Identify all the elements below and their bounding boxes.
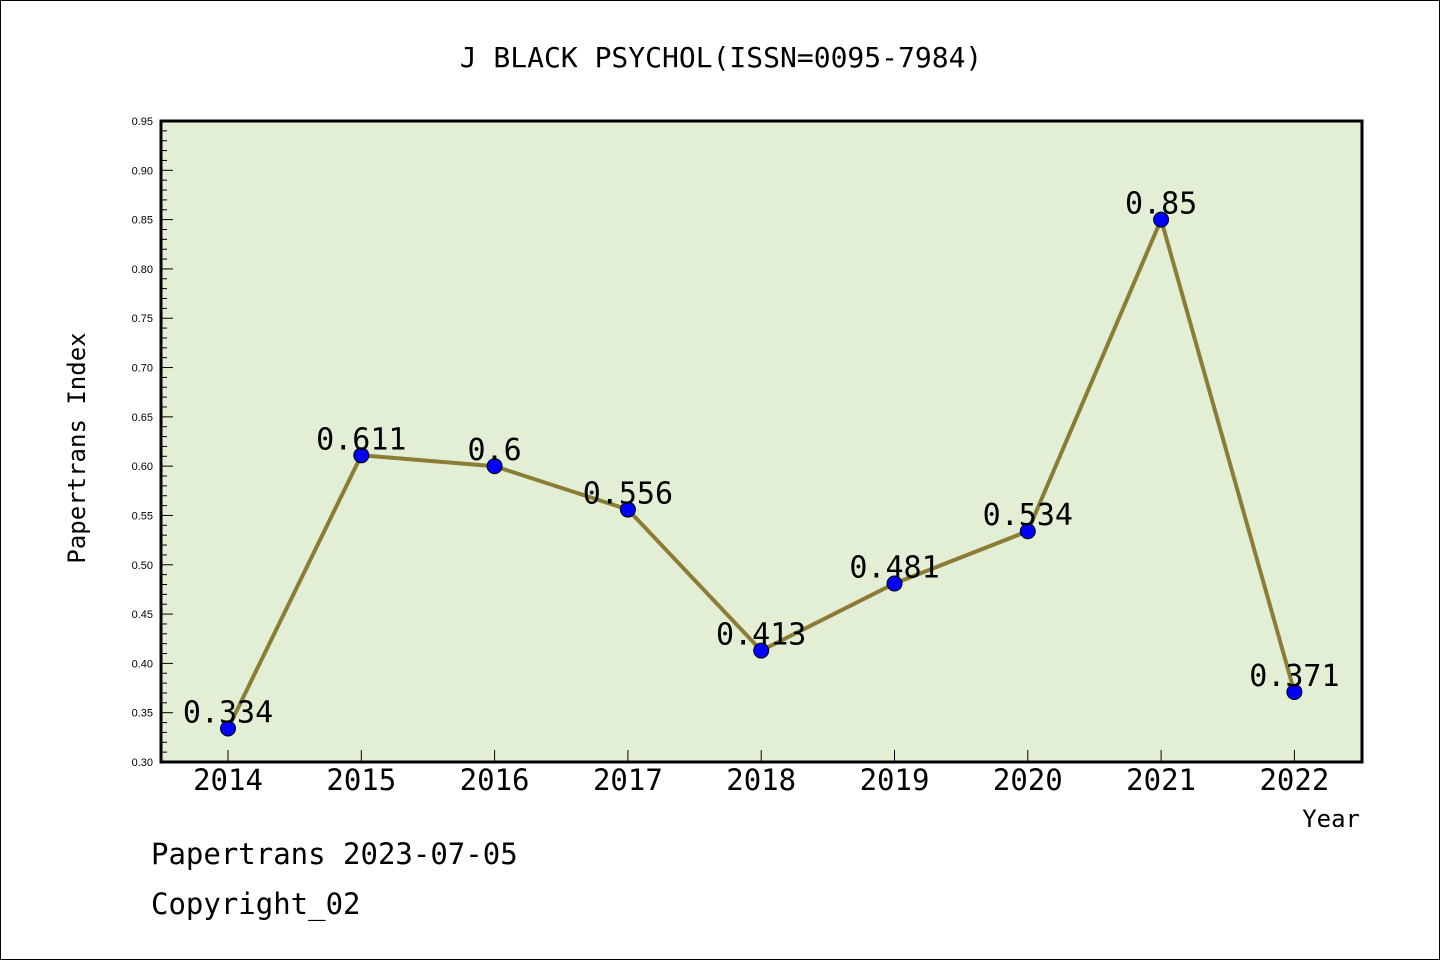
- x-tick-label: 2017: [593, 763, 663, 797]
- data-points: [220, 211, 1303, 737]
- x-axis-label: Year: [1302, 805, 1360, 833]
- data-label: 0.481: [849, 551, 939, 586]
- x-tick-label: 2019: [860, 763, 930, 797]
- y-axis-label: Papertrans Index: [63, 332, 91, 563]
- y-tick-label: 0.95: [132, 116, 153, 128]
- y-tick-label: 0.90: [132, 165, 153, 177]
- x-axis-ticks: [227, 750, 1295, 762]
- data-label: 0.6: [468, 433, 522, 468]
- data-label: 0.611: [316, 422, 406, 457]
- footer-date-text: Papertrans 2023-07-05: [151, 837, 518, 871]
- y-tick-label: 0.45: [132, 609, 153, 621]
- x-tick-label: 2014: [193, 763, 263, 797]
- data-point-marker: [1286, 683, 1303, 700]
- y-tick-label: 0.30: [132, 757, 153, 769]
- y-tick-label: 0.75: [132, 313, 153, 325]
- data-labels: 0.334 0.611 0.6 0.556 0.413 0.481 0.534 0.85 0.3…: [183, 187, 1340, 731]
- data-label: 0.371: [1249, 659, 1339, 694]
- y-tick-label: 0.80: [132, 264, 153, 276]
- data-point-marker: [753, 642, 770, 659]
- data-label: 0.334: [183, 695, 273, 730]
- chart-title: J BLACK PSYCHOL(ISSN=0095-7984): [460, 41, 983, 74]
- data-label: 0.534: [983, 498, 1073, 533]
- x-tick-label: 2020: [993, 763, 1063, 797]
- y-axis-tick-labels: 0.30 0.35 0.40 0.45 0.50 0.55 0.60 0.65 0.70 0.75…: [132, 116, 153, 769]
- data-point-marker: [1019, 523, 1036, 540]
- y-tick-label: 0.70: [132, 363, 153, 375]
- y-tick-label: 0.60: [132, 461, 153, 473]
- data-label: 0.556: [583, 477, 673, 512]
- y-tick-label: 0.50: [132, 560, 153, 572]
- data-point-marker: [619, 501, 636, 518]
- x-tick-label: 2021: [1126, 763, 1196, 797]
- x-axis-tick-labels: 2014 2015 2016 2017 2018 2019 2020 2021 2022: [193, 763, 1329, 797]
- x-tick-label: 2015: [326, 763, 396, 797]
- y-tick-label: 0.65: [132, 412, 153, 424]
- y-tick-label: 0.85: [132, 215, 153, 227]
- x-tick-label: 2018: [726, 763, 796, 797]
- plot-frame: [159, 119, 1364, 764]
- data-point-marker: [220, 720, 236, 737]
- y-tick-label: 0.35: [132, 708, 153, 720]
- data-point-marker: [353, 447, 370, 464]
- y-tick-label: 0.40: [132, 658, 153, 670]
- x-tick-label: 2022: [1259, 763, 1329, 797]
- data-label: 0.413: [716, 618, 806, 653]
- y-tick-label: 0.55: [132, 510, 153, 522]
- footer-copyright-text: Copyright_02: [151, 887, 361, 921]
- x-tick-label: 2016: [460, 763, 530, 797]
- data-label: 0.85: [1125, 187, 1197, 222]
- data-point-marker: [1153, 211, 1170, 228]
- data-point-marker: [886, 575, 903, 592]
- data-point-marker: [486, 458, 503, 475]
